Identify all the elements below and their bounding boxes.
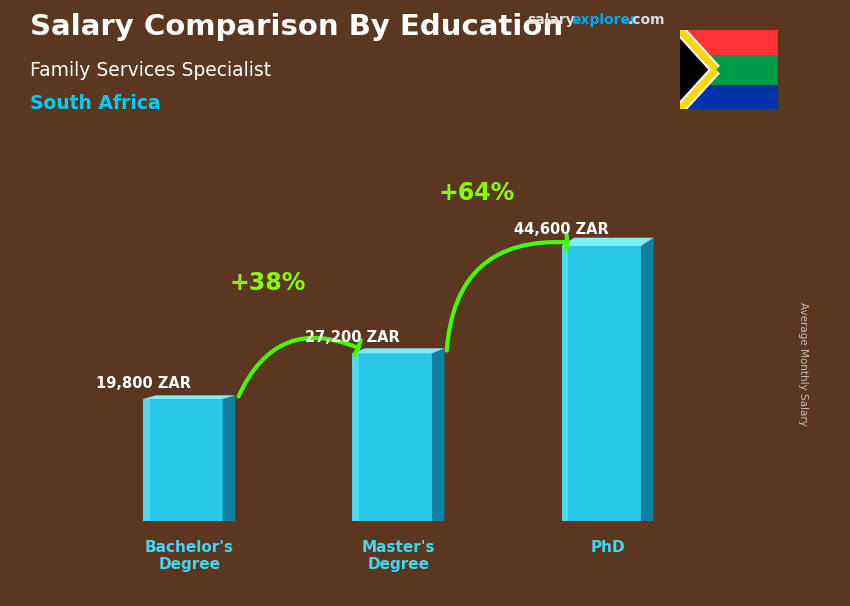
Polygon shape: [680, 30, 714, 109]
Polygon shape: [432, 348, 445, 521]
Text: Bachelor's
Degree: Bachelor's Degree: [144, 540, 234, 572]
Text: Family Services Specialist: Family Services Specialist: [30, 61, 271, 79]
Bar: [680, 55, 778, 85]
Polygon shape: [641, 238, 654, 521]
Text: 27,200 ZAR: 27,200 ZAR: [305, 330, 400, 345]
Text: +64%: +64%: [439, 181, 515, 205]
Text: PhD: PhD: [590, 540, 625, 555]
Text: South Africa: South Africa: [30, 94, 161, 113]
Polygon shape: [144, 399, 150, 521]
Text: Average Monthly Salary: Average Monthly Salary: [798, 302, 808, 425]
Polygon shape: [144, 395, 235, 399]
Polygon shape: [562, 238, 654, 246]
Polygon shape: [223, 395, 235, 521]
Text: +38%: +38%: [230, 271, 306, 295]
Polygon shape: [353, 353, 432, 521]
Text: explorer: explorer: [571, 13, 638, 27]
Text: salary: salary: [527, 13, 575, 27]
Polygon shape: [353, 348, 445, 353]
Text: Salary Comparison By Education: Salary Comparison By Education: [30, 13, 563, 41]
Bar: [680, 30, 778, 70]
Polygon shape: [144, 399, 223, 521]
Text: 44,600 ZAR: 44,600 ZAR: [514, 222, 609, 238]
Text: Master's
Degree: Master's Degree: [362, 540, 435, 572]
Bar: [680, 70, 778, 109]
Text: .com: .com: [627, 13, 665, 27]
Polygon shape: [353, 353, 359, 521]
Polygon shape: [562, 246, 641, 521]
Polygon shape: [562, 246, 568, 521]
Text: 19,800 ZAR: 19,800 ZAR: [95, 376, 190, 390]
